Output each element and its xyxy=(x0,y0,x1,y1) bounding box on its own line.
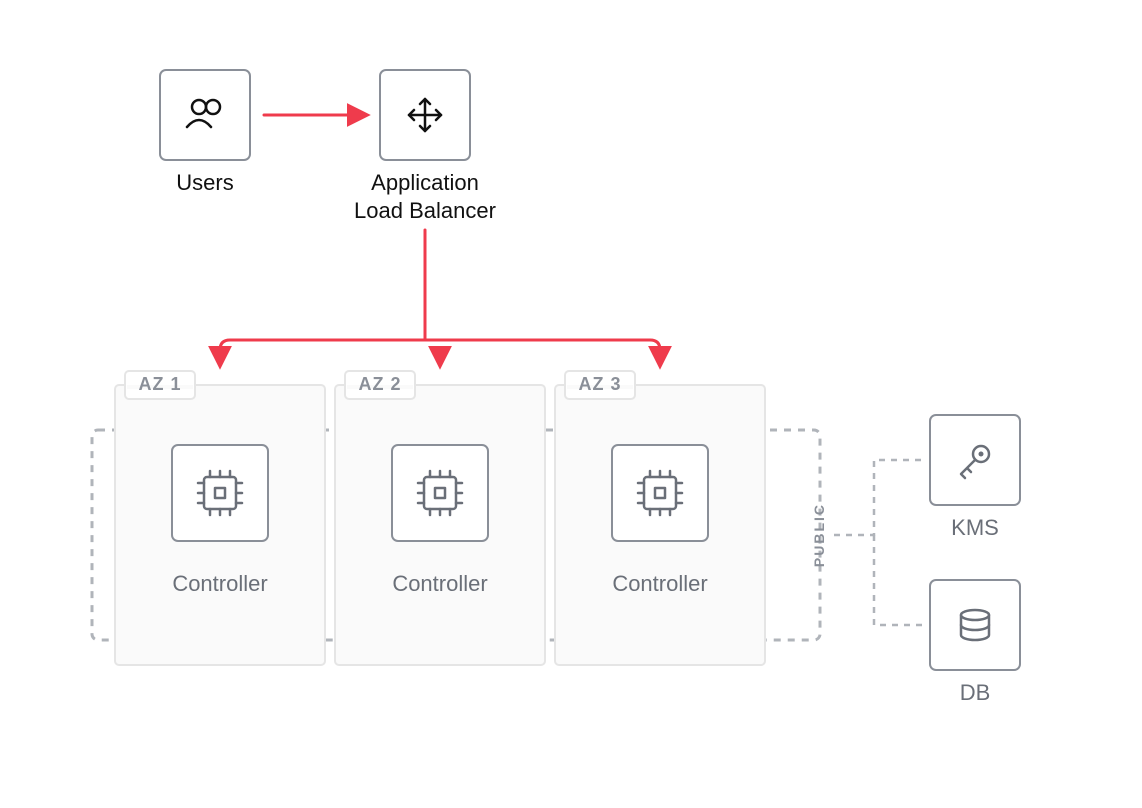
db-label: DB xyxy=(960,680,991,705)
kms-node xyxy=(930,415,1020,505)
az-tab-label-2: AZ 2 xyxy=(358,374,401,394)
az-tab-label-1: AZ 1 xyxy=(138,374,181,394)
users-label: Users xyxy=(176,170,233,195)
az-panel-2: AZ 2 Controller xyxy=(335,371,545,665)
db-node xyxy=(930,580,1020,670)
controller-label-2: Controller xyxy=(392,571,487,596)
az-panel-3: AZ 3 Controller xyxy=(555,371,765,665)
alb-node xyxy=(380,70,470,160)
az-tab-label-3: AZ 3 xyxy=(578,374,621,394)
edge-public-db xyxy=(874,535,922,625)
alb-label-1: Application xyxy=(371,170,479,195)
users-node xyxy=(160,70,250,160)
alb-label-2: Load Balancer xyxy=(354,198,496,223)
controller-label-3: Controller xyxy=(612,571,707,596)
az-panel-1: AZ 1 Controller xyxy=(115,371,325,665)
controller-label-1: Controller xyxy=(172,571,267,596)
kms-label: KMS xyxy=(951,515,999,540)
edge-public-kms xyxy=(834,460,922,535)
public-label: PUBLIC xyxy=(811,503,827,567)
